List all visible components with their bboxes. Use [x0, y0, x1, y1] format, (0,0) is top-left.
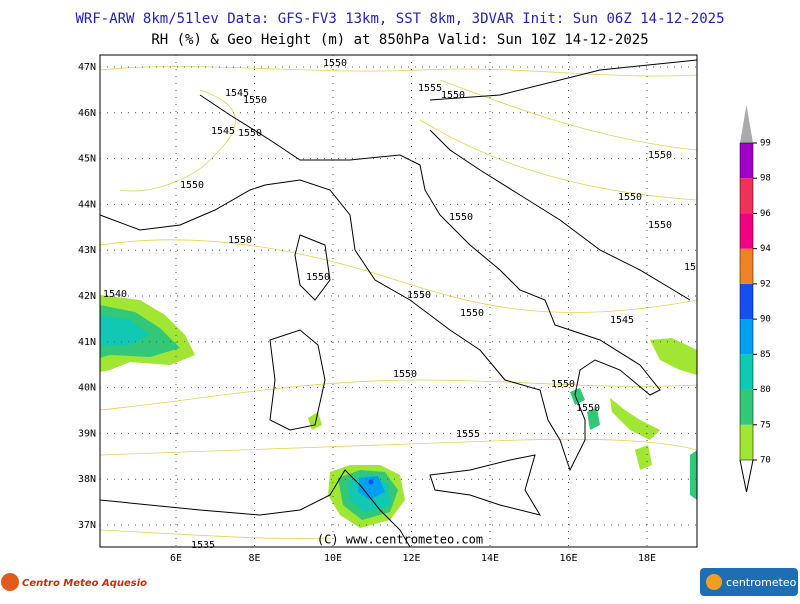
map-background [100, 55, 697, 547]
header-line1: WRF-ARW 8km/51lev Data: GFS-FV3 13km, SS… [75, 11, 724, 27]
contour-label: 1550 [576, 403, 600, 414]
contour-label: 1555 [456, 429, 480, 440]
contour-label: 1545 [225, 88, 249, 99]
contour-label: 1550 [648, 220, 672, 231]
lon-label: 16E [559, 553, 577, 564]
colorbar-label: 92 [760, 279, 771, 289]
contour-label: 1550 [449, 212, 473, 223]
logo-left-text: Centro Meteo Aquesio [22, 578, 147, 589]
logo-left: Centro Meteo Aquesio [1, 573, 147, 591]
lat-label: 44N [78, 199, 96, 210]
lat-label: 38N [78, 474, 96, 485]
map-frame [99, 54, 698, 548]
colorbar-segment [740, 248, 753, 284]
colorbar-bottom-arrow [739, 459, 754, 493]
contour-label: 1550 [460, 308, 484, 319]
contour-label: 1550 [407, 290, 431, 301]
colorbar-segment [740, 354, 753, 390]
colorbar-label: 98 [760, 174, 771, 184]
colorbar-segment [740, 389, 753, 425]
colorbar-segment [740, 424, 753, 460]
colorbar-label: 90 [760, 315, 771, 325]
lon-label: 10E [324, 553, 342, 564]
logo-right: centrometeo [700, 568, 798, 596]
geo-height-contours [99, 66, 698, 539]
contour-label: 1550 [618, 192, 642, 203]
contour-label: 1550 [323, 58, 347, 69]
lat-label: 39N [78, 428, 96, 439]
colorbar-label: 94 [760, 244, 771, 254]
lat-label: 47N [78, 62, 96, 73]
contour-label: 1545 [211, 126, 235, 137]
contour-label: 1555 [418, 83, 442, 94]
logo-right-icon [706, 574, 722, 590]
contour-label: 1550 [306, 272, 330, 283]
lon-label: 12E [402, 553, 420, 564]
contour-label: 15 [684, 262, 696, 273]
colorbar-segment [740, 143, 753, 179]
coastlines [99, 59, 698, 548]
lon-label: 6E [170, 553, 182, 564]
colorbar-label: 85 [760, 350, 771, 360]
contour-label: 1550 [228, 235, 252, 246]
logo-right-text: centrometeo [726, 576, 797, 589]
colorbar-label: 80 [760, 385, 771, 395]
lat-label: 41N [78, 337, 96, 348]
lat-label: 42N [78, 291, 96, 302]
logo-right-box [700, 568, 798, 596]
lon-label: 8E [248, 553, 260, 564]
colorbar-segment [740, 178, 753, 214]
colorbar-top-arrow [740, 105, 753, 143]
contour-label: 1550 [551, 379, 575, 390]
colorbar-frame [739, 142, 754, 461]
logo-left-icon [1, 573, 19, 591]
lat-label: 45N [78, 154, 96, 165]
contour-label: 1550 [180, 180, 204, 191]
colorbar-label: 75 [760, 420, 771, 430]
lat-label: 46N [78, 108, 96, 119]
contour-label: 1550 [441, 90, 465, 101]
rh-shading [100, 295, 697, 528]
lat-label: 37N [78, 520, 96, 531]
colorbar-segment [740, 213, 753, 249]
copyright: (C) www.centrometeo.com [317, 533, 483, 547]
contour-label: 1550 [238, 128, 262, 139]
contour-label: 1550 [243, 95, 267, 106]
lon-label: 18E [638, 553, 656, 564]
lon-label: 14E [481, 553, 499, 564]
colorbar-label: 99 [760, 139, 771, 149]
map-area [99, 54, 698, 548]
lat-label: 43N [78, 245, 96, 256]
contour-label: 1540 [103, 289, 127, 300]
contour-label: 1550 [393, 369, 417, 380]
contour-label: 1545 [610, 315, 634, 326]
contour-label: 1535 [191, 540, 215, 551]
colorbar-label: 70 [760, 456, 771, 466]
lat-label: 40N [78, 383, 96, 394]
colorbar-segment [740, 319, 753, 355]
contour-label: 1550 [648, 150, 672, 161]
colorbar-segment [740, 283, 753, 320]
header-line2: RH (%) & Geo Height (m) at 850hPa Valid:… [151, 32, 648, 48]
colorbar-label: 96 [760, 209, 771, 219]
